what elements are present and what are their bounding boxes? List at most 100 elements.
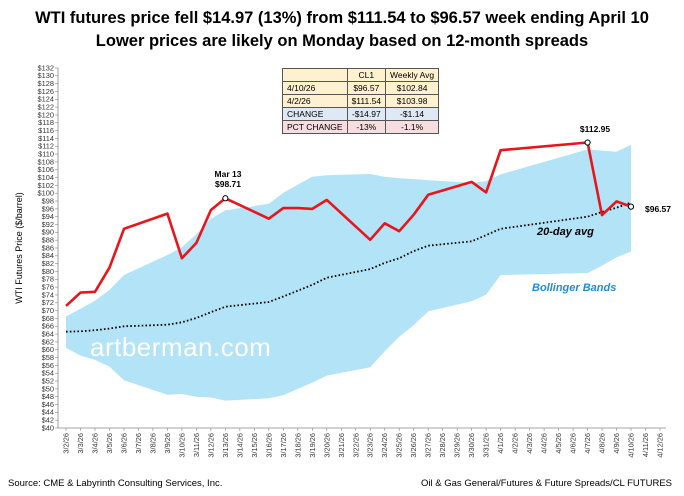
x-tick-label: 3/12/26 <box>206 433 215 458</box>
x-tick-label: 3/6/26 <box>119 433 128 454</box>
table-row: CHANGE -$14.97 -$1.14 <box>282 107 440 121</box>
x-tick-label: 3/25/26 <box>395 433 404 458</box>
x-tick-label: 3/18/26 <box>293 433 302 458</box>
table-cell: $102.84 <box>385 81 440 95</box>
ma-series-line <box>65 201 632 333</box>
y-tick-label: $74 <box>42 290 54 299</box>
y-tick-label: $126 <box>38 87 54 96</box>
y-tick-label: $78 <box>42 275 54 284</box>
x-tick-label: 4/11/26 <box>641 433 650 457</box>
bollinger-label: Bollinger Bands <box>532 282 617 294</box>
table-header-row: CL1 Weekly Avg <box>282 68 440 82</box>
x-tick-label: 3/4/26 <box>90 433 99 454</box>
table-header-cell <box>282 68 348 82</box>
annotation-mar13: Mar 13 $98.71 <box>208 169 248 189</box>
y-tick-label: $60 <box>42 345 54 354</box>
x-tick-label: 3/23/26 <box>366 433 375 458</box>
annotation-mar13-value: $98.71 <box>215 179 241 189</box>
y-tick-label: $42 <box>42 416 54 425</box>
x-tick-label: 3/17/26 <box>279 433 288 458</box>
y-tick-label: $48 <box>42 392 54 401</box>
table-cell: PCT CHANGE <box>282 120 348 134</box>
y-tick-label: $62 <box>42 337 54 346</box>
y-tick-label: $106 <box>38 165 54 174</box>
table-cell: $96.57 <box>346 81 387 95</box>
y-tick-label: $130 <box>38 71 54 80</box>
x-tick-label: 3/16/26 <box>264 433 273 458</box>
x-tick-label: 4/10/26 <box>627 433 636 458</box>
x-tick-label: 4/8/26 <box>598 433 607 454</box>
x-tick-label: 4/9/26 <box>612 433 621 454</box>
y-tick-label: $98 <box>42 196 54 205</box>
table-cell: 4/2/26 <box>282 94 348 108</box>
y-tick-label: $124 <box>38 95 54 104</box>
x-tick-label: 3/3/26 <box>76 433 85 454</box>
table-cell: -$1.14 <box>385 107 440 121</box>
y-tick-label: $70 <box>42 306 54 315</box>
y-tick-label: $94 <box>42 212 54 221</box>
x-tick-label: 3/29/26 <box>453 433 462 458</box>
y-tick-label: $46 <box>42 400 54 409</box>
marker-last <box>627 203 635 210</box>
x-tick-label: 4/6/26 <box>569 433 578 454</box>
table-row: PCT CHANGE -13% -1.1% <box>282 120 440 134</box>
y-tick-label: $66 <box>42 322 54 331</box>
watermark: artberman.com <box>90 332 272 362</box>
summary-table: CL1 Weekly Avg 4/10/26 $96.57 $102.84 4/… <box>282 68 440 134</box>
y-tick-label: $104 <box>38 173 54 182</box>
y-tick-label: $118 <box>38 118 54 127</box>
x-tick-label: 3/8/26 <box>148 433 157 454</box>
x-tick-label: 4/7/26 <box>583 433 592 454</box>
x-tick-label: 3/13/26 <box>221 433 230 458</box>
y-tick-label: $100 <box>38 189 54 198</box>
y-tick-label: $132 <box>38 63 54 72</box>
x-tick-label: 3/9/26 <box>163 433 172 454</box>
x-tick-label: 3/26/26 <box>409 433 418 458</box>
y-tick-label: $68 <box>42 314 54 323</box>
y-tick-label: $86 <box>42 243 54 252</box>
y-tick-label: $40 <box>42 423 54 432</box>
ma-label: 20-day avg <box>537 226 594 238</box>
x-tick-label: 3/2/26 <box>62 433 71 454</box>
y-tick-label: $58 <box>42 353 54 362</box>
y-tick-label: $64 <box>42 329 54 338</box>
y-tick-label: $108 <box>38 157 54 166</box>
y-tick-label: $110 <box>38 149 54 158</box>
x-tick-label: 3/5/26 <box>105 433 114 454</box>
x-tick-label: 3/10/26 <box>177 433 186 458</box>
table-row: 4/2/26 $111.54 $103.98 <box>282 94 440 108</box>
x-tick-label: 3/24/26 <box>380 433 389 458</box>
annotation-last-value: $96.57 <box>645 204 671 214</box>
y-tick-label: $82 <box>42 259 54 268</box>
x-tick-label: 3/30/26 <box>467 433 476 458</box>
x-tick-label: 3/31/26 <box>482 433 491 458</box>
chart-title-line1: WTI futures price fell $14.97 (13%) from… <box>35 9 649 27</box>
x-tick-label: 4/4/26 <box>540 433 549 454</box>
table-header-cell: CL1 <box>346 68 387 82</box>
marker-peak <box>584 139 591 146</box>
x-tick-label: 4/3/26 <box>525 433 534 454</box>
y-tick-label: $54 <box>42 369 54 378</box>
y-tick-label: $44 <box>42 408 54 417</box>
y-tick-label: $116 <box>38 126 54 135</box>
y-tick-label: $112 <box>38 142 54 151</box>
y-tick-label: $88 <box>42 236 54 245</box>
bollinger-band-area <box>66 144 631 401</box>
y-tick-label: $120 <box>38 110 54 119</box>
x-tick-label: 3/19/26 <box>308 433 317 458</box>
y-tick-label: $52 <box>42 376 54 385</box>
source-right: Oil & Gas General/Futures & Future Sprea… <box>421 478 672 489</box>
annotation-peak-value: $112.95 <box>579 124 611 134</box>
x-tick-label: 4/12/26 <box>656 433 665 458</box>
x-tick-label: 3/14/26 <box>235 433 244 458</box>
x-tick-label: 3/15/26 <box>250 433 259 458</box>
x-tick-label: 4/2/26 <box>511 433 520 454</box>
y-tick-label: $84 <box>42 251 54 260</box>
table-row: 4/10/26 $96.57 $102.84 <box>282 81 440 95</box>
y-tick-label: $50 <box>42 384 54 393</box>
chart-title-line2: Lower prices are likely on Monday based … <box>95 32 589 50</box>
y-tick-label: $96 <box>42 204 54 213</box>
x-tick-label: 3/22/26 <box>351 433 360 458</box>
y-tick-label: $122 <box>38 103 54 112</box>
